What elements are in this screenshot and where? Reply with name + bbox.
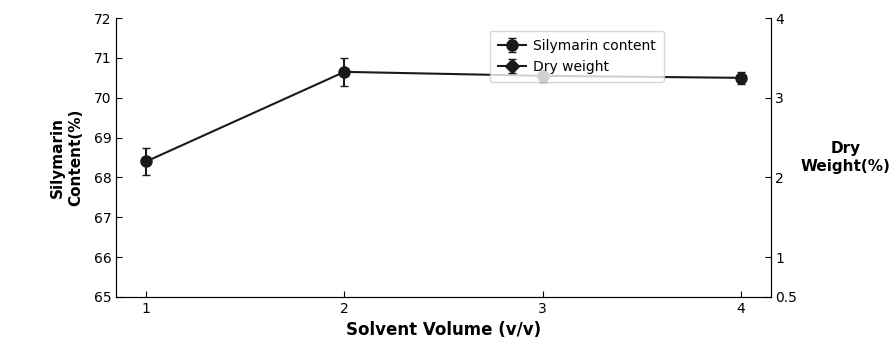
X-axis label: Solvent Volume (v/v): Solvent Volume (v/v) <box>346 321 541 339</box>
Legend: Silymarin content, Dry weight: Silymarin content, Dry weight <box>490 31 664 82</box>
Y-axis label: Silymarin
Content(%): Silymarin Content(%) <box>50 109 82 206</box>
Y-axis label: Dry
Weight(%): Dry Weight(%) <box>801 141 891 174</box>
